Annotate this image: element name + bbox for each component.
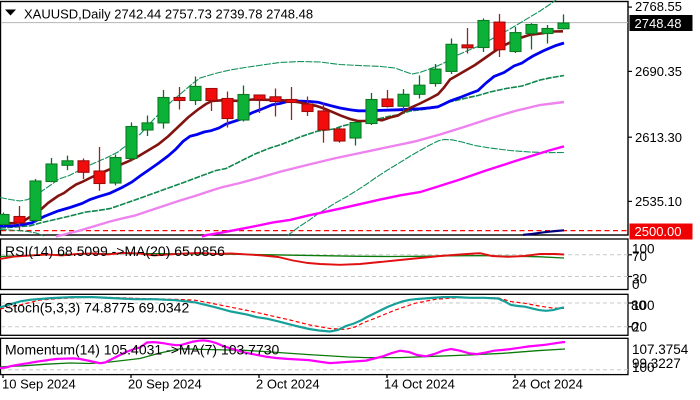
svg-text:100: 100 xyxy=(632,241,655,256)
svg-text:2535.10: 2535.10 xyxy=(635,194,682,209)
svg-text:XAUUSD,Daily 2742.44 2757.73: XAUUSD,Daily 2742.44 2757.73 2739.78 274… xyxy=(24,7,313,22)
svg-text:100: 100 xyxy=(632,298,655,313)
svg-text:Stoch(5,3,3) 74.8775 69.0342: Stoch(5,3,3) 74.8775 69.0342 xyxy=(4,299,189,315)
svg-text:80: 80 xyxy=(631,298,646,313)
svg-text:Momentum(14) 105.4031 ->MA(7): Momentum(14) 105.4031 ->MA(7) 103.7730 xyxy=(5,342,280,358)
svg-text:2500.00: 2500.00 xyxy=(635,224,682,239)
svg-text:14 Oct 2024: 14 Oct 2024 xyxy=(384,377,455,392)
svg-text:107.3754: 107.3754 xyxy=(632,342,689,357)
svg-text:0: 0 xyxy=(631,319,639,334)
svg-text:2748.48: 2748.48 xyxy=(635,16,682,31)
svg-text:0: 0 xyxy=(632,277,640,292)
svg-text:99.3227: 99.3227 xyxy=(632,356,681,371)
svg-text:2690.35: 2690.35 xyxy=(635,64,682,79)
svg-text:100: 100 xyxy=(632,360,655,375)
svg-text:RSI(14) 68.5099 ->MA(20) 65.0: RSI(14) 68.5099 ->MA(20) 65.0856 xyxy=(5,243,225,259)
svg-text:2768.55: 2768.55 xyxy=(635,0,682,14)
svg-text:2613.30: 2613.30 xyxy=(635,130,682,145)
svg-text:20 Sep 2024: 20 Sep 2024 xyxy=(128,377,202,392)
svg-text:2 Oct 2024: 2 Oct 2024 xyxy=(256,377,320,392)
svg-text:10 Sep 2024: 10 Sep 2024 xyxy=(2,377,76,392)
svg-text:20: 20 xyxy=(632,319,647,334)
svg-text:24 Oct 2024: 24 Oct 2024 xyxy=(512,377,583,392)
svg-text:70: 70 xyxy=(632,249,647,264)
svg-text:30: 30 xyxy=(632,271,647,286)
